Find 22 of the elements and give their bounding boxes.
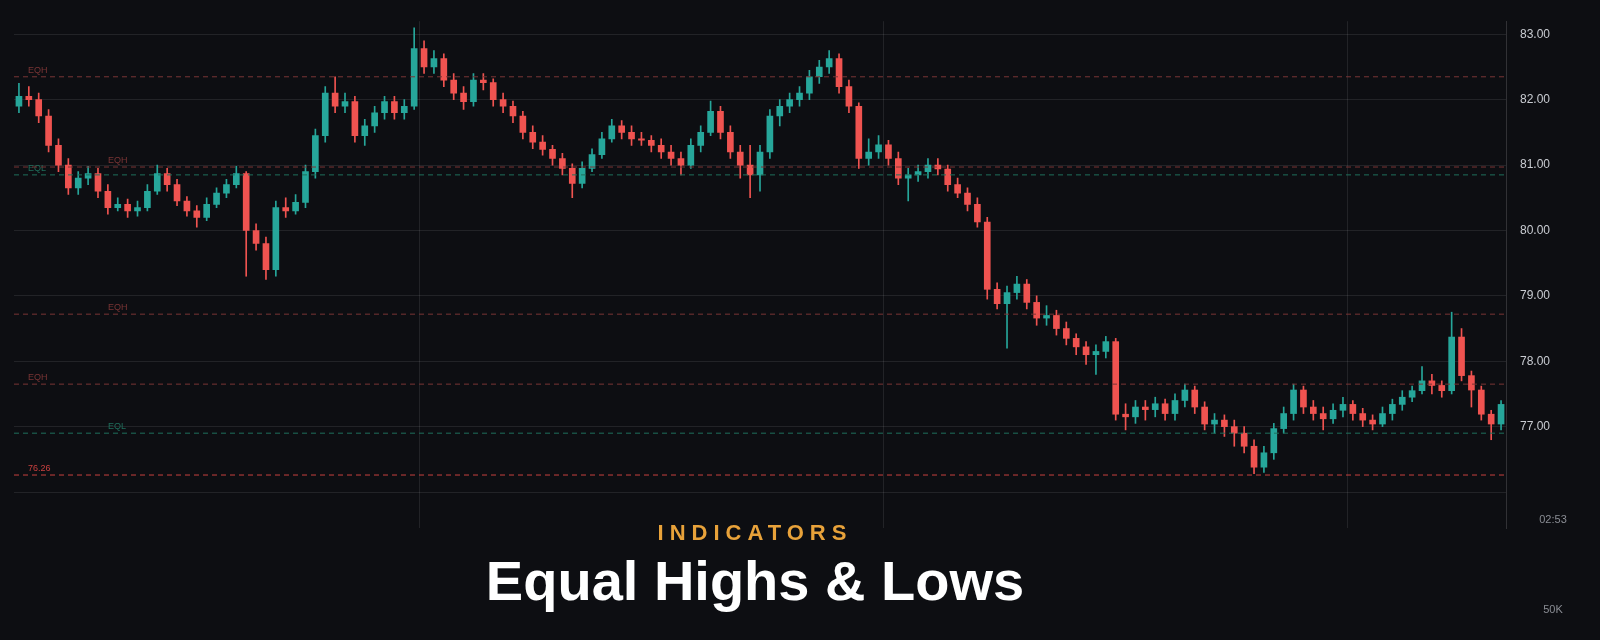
text: 50K: [1543, 603, 1564, 616]
text: 02:53: [1539, 513, 1567, 526]
y-tick-label: 82.00: [1520, 91, 1551, 106]
candlestick: [25, 86, 33, 107]
candlestick: [1003, 285, 1011, 349]
ref-line-label: EQH: [28, 64, 48, 75]
y-tick-label: 77.00: [1520, 418, 1551, 433]
ref-line-label: EQL: [28, 162, 47, 173]
ref-line-label: EQH: [28, 372, 48, 383]
ref-line-label: EQH: [108, 155, 128, 166]
candlestick: [282, 197, 290, 218]
ref-line-label: EQL: [108, 421, 127, 432]
candlestick: [1092, 344, 1100, 375]
ref-line-label: 76.26: [28, 463, 51, 474]
text: Equal Highs & Lows: [484, 548, 1026, 613]
y-tick-label: 83.00: [1520, 26, 1551, 41]
y-tick-label: 81.00: [1520, 157, 1551, 172]
y-tick-label: 79.00: [1520, 288, 1551, 303]
y-tick-label: 80.00: [1520, 222, 1551, 237]
text: INDICATORS: [656, 520, 854, 546]
ref-line-label: EQH: [108, 302, 128, 313]
y-tick-label: 78.00: [1520, 353, 1551, 368]
